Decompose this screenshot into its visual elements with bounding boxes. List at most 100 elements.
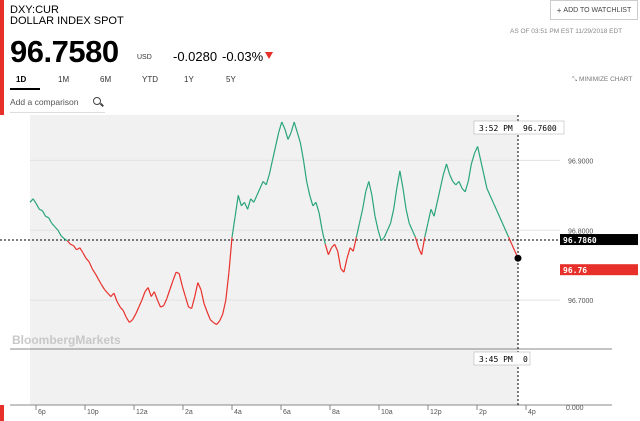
series-segment — [371, 195, 376, 217]
tab-range-5y[interactable]: 5Y — [226, 75, 236, 84]
series-segment — [113, 292, 118, 302]
series-segment — [324, 244, 329, 255]
series-segment — [455, 180, 460, 186]
series-segment — [309, 195, 314, 206]
plot-margin — [0, 115, 30, 405]
series-segment — [166, 289, 171, 299]
series-segment — [57, 229, 62, 237]
series-segment — [421, 237, 426, 255]
series-segment — [411, 230, 416, 238]
down-arrow-icon — [265, 52, 273, 59]
series-segment — [302, 160, 308, 182]
series-segment — [82, 252, 87, 259]
series-segment — [156, 299, 162, 308]
series-segment — [35, 203, 40, 210]
minimize-chart-button[interactable]: ⤡ MINIMIZE CHART — [572, 76, 632, 84]
series-segment — [41, 210, 47, 217]
series-segment — [237, 195, 242, 206]
series-segment — [240, 201, 245, 207]
series-segment — [194, 282, 199, 297]
series-segment — [91, 268, 96, 274]
series-segment — [54, 226, 59, 231]
series-segment — [153, 291, 159, 301]
series-segment — [442, 163, 448, 175]
tab-range-ytd[interactable]: YTD — [142, 75, 158, 84]
series-segment — [470, 153, 476, 165]
series-segment — [100, 284, 106, 290]
tab-range-1m[interactable]: 1M — [58, 75, 70, 84]
series-segment — [51, 222, 56, 228]
series-segment — [458, 181, 463, 189]
series-segment — [138, 299, 143, 308]
series-segment — [88, 261, 93, 269]
tab-range-1y[interactable]: 1Y — [184, 75, 194, 84]
series-segment — [104, 289, 109, 294]
tab-range-1d[interactable]: 1D — [10, 72, 52, 92]
x-tick-label: 6p — [38, 409, 46, 416]
series-segment — [296, 132, 301, 144]
grid-lines — [30, 159, 560, 301]
series-segment — [483, 174, 488, 189]
series-segment — [271, 146, 277, 161]
series-segment — [110, 292, 115, 298]
series-segment — [386, 223, 392, 231]
crosshair-volume: 0 — [523, 355, 528, 364]
tab-range-6m[interactable]: 6M — [100, 75, 112, 84]
series-segment — [284, 128, 289, 140]
previous-close-badge — [560, 234, 638, 246]
series-segment — [32, 198, 37, 205]
series-segment — [489, 195, 494, 203]
crosshair-top-box — [473, 120, 565, 135]
series-segment — [209, 319, 214, 323]
price-series — [29, 121, 519, 326]
price-chart[interactable]: 3:52 PM 96.7600 3:45 PM 0 96.9000 96.800… — [0, 110, 640, 421]
series-segment — [259, 181, 264, 189]
series-segment — [430, 209, 435, 217]
x-axis-ticks: 6p 10p 12a 2a 4a 6a 8a 10a 12p 2p 4p — [35, 405, 536, 416]
series-segment — [498, 216, 504, 224]
crosshair-time-top: 3:52 PM — [479, 124, 513, 133]
previous-close-value: 96.7860 — [563, 236, 597, 245]
series-segment — [445, 163, 451, 175]
series-segment — [200, 289, 205, 304]
series-segment — [346, 247, 351, 259]
comparison-input[interactable]: Add a comparison — [10, 93, 105, 113]
series-segment — [374, 216, 379, 231]
price-change: -0.0280 — [173, 49, 218, 64]
series-segment — [361, 191, 367, 210]
series-segment — [243, 202, 249, 210]
x-tick-label: 2p — [479, 409, 487, 416]
series-segment — [39, 208, 43, 212]
series-segment — [163, 298, 168, 306]
series-segment — [94, 273, 99, 280]
series-segment — [160, 305, 164, 308]
series-segment — [383, 230, 389, 238]
series-segment — [389, 209, 395, 224]
series-segment — [287, 132, 292, 140]
series-segment — [60, 235, 65, 240]
series-segment — [414, 237, 420, 248]
series-segment — [274, 132, 280, 147]
series-segment — [219, 313, 224, 322]
series-segment — [290, 121, 295, 133]
ticker-symbol: DXY:CUR — [10, 4, 59, 16]
x-tick-label: 6a — [283, 409, 291, 416]
x-tick-label: 8a — [332, 409, 340, 416]
series-segment — [352, 237, 357, 252]
series-segment — [228, 237, 233, 273]
series-segment — [141, 291, 146, 301]
series-segment — [107, 292, 112, 298]
minimize-chart-label: MINIMIZE CHART — [579, 76, 633, 83]
series-segment — [172, 271, 177, 281]
crosshair-bottom-box — [473, 351, 531, 366]
series-segment — [399, 170, 404, 189]
series-segment — [119, 306, 124, 311]
series-segment — [144, 287, 149, 293]
x-tick-label: 10p — [87, 409, 99, 416]
search-icon[interactable] — [93, 97, 101, 105]
add-to-watchlist-button[interactable]: + ADD TO WATCHLIST — [550, 0, 638, 20]
series-segment — [467, 163, 472, 182]
x-tick-label: 10a — [381, 409, 393, 416]
series-segment — [306, 181, 311, 196]
series-segment — [135, 306, 140, 315]
